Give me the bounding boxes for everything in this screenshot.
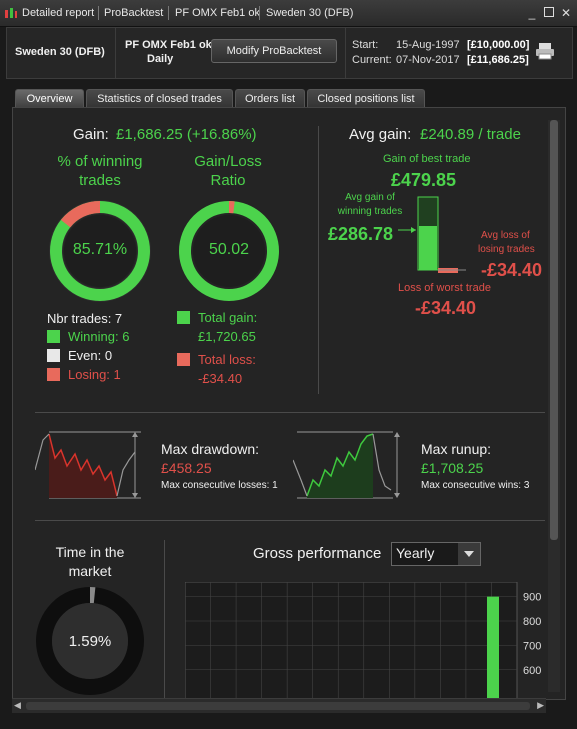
y-tick-label: 600 [523,665,541,677]
vertical-scroll-thumb[interactable] [550,120,558,540]
losing-count: Losing: 1 [68,367,121,382]
chevron-down-icon[interactable] [458,543,480,565]
time-market-title-1: Time in the [55,544,125,560]
tab-orders-list[interactable]: Orders list [235,89,305,108]
total-loss-label: Total loss: [198,352,256,367]
strategy-timeframe: Daily [147,53,174,65]
chart-plot-area [185,582,518,699]
title-strategy: PF OMX Feb1 ok [175,7,260,19]
losing-swatch [47,368,60,381]
gross-bar[interactable] [487,596,499,699]
modify-probacktest-button[interactable]: Modify ProBacktest [211,39,337,63]
trade-range-bar [398,196,466,273]
winning-donut [49,200,151,302]
app-chart-icon [4,6,18,20]
horizontal-scrollbar[interactable]: ◀ ▶ [12,698,546,713]
y-tick-label: 800 [523,616,541,628]
runup-chart [293,431,400,499]
minimize-icon[interactable]: _ [528,6,536,20]
period-select-value: Yearly [396,545,435,561]
drawdown-chart [35,431,141,499]
window-title-bar: Detailed report ProBacktest PF OMX Feb1 … [0,0,577,27]
instrument-cell: Sweden 30 (DFB) [7,28,116,78]
tab-overview[interactable]: Overview [15,89,84,108]
avg-winning-label-1: Avg gain of [345,192,395,203]
avg-gain-label: Avg gain: [349,126,412,143]
printer-icon[interactable] [535,42,555,65]
start-value: [£10,000.00] [467,39,530,51]
tab-statistics[interactable]: Statistics of closed trades [86,89,233,108]
scroll-right-icon[interactable]: ▶ [537,700,544,710]
ratio-title-1: Gain/Loss [194,153,262,170]
max-drawdown-label: Max drawdown: [161,441,260,457]
scroll-left-icon[interactable]: ◀ [14,700,21,710]
avg-winning-value: £286.78 [328,224,394,244]
winning-count: Winning: 6 [68,329,130,344]
max-consec-losses: Max consecutive losses: 1 [161,480,278,491]
max-runup-value: £1,708.25 [421,460,484,476]
y-tick-label: 900 [523,592,541,604]
max-drawdown-value: £458.25 [161,460,212,476]
ratio-donut [179,201,279,301]
total-gain-label: Total gain: [198,310,258,325]
max-runup-label: Max runup: [421,441,492,457]
ratio-value: 50.02 [208,241,250,258]
tab-closed-positions[interactable]: Closed positions list [307,89,425,108]
time-market-value: 1.59% [68,633,112,650]
winning-pct: 85.71% [72,241,128,258]
strategy-name: PF OMX Feb1 ok [125,39,212,51]
even-count: Even: 0 [68,348,113,363]
total-gain-swatch [177,311,190,324]
time-market-donut [36,587,144,695]
avg-losing-value: -£34.40 [481,260,543,280]
gain-value: £1,686.25 (+16.86%) [116,126,257,143]
gross-perf-label: Gross performance [253,545,382,562]
current-label: Current: [352,54,392,66]
avg-winning-label-2: winning trades [337,206,403,217]
current-date: 07-Nov-2017 [396,54,460,66]
worst-trade-label: Loss of worst trade [398,282,491,294]
max-consec-wins: Max consecutive wins: 3 [421,480,530,491]
y-tick-label: 700 [523,640,541,652]
nbr-trades: Nbr trades: 7 [47,311,123,326]
title-probacktest: ProBacktest [104,7,164,19]
avg-losing-label-1: Avg loss of [481,230,530,241]
report-header: Sweden 30 (DFB) PF OMX Feb1 ok Daily Mod… [6,27,573,79]
total-gain-value: £1,720.65 [198,329,256,344]
instrument-name: Sweden 30 (DFB) [15,46,105,58]
winning-swatch [47,330,60,343]
start-label: Start: [352,39,379,51]
period-select[interactable]: Yearly [391,542,481,566]
avg-losing-label-2: losing trades [478,244,535,255]
total-loss-swatch [177,353,190,366]
horizontal-scroll-thumb[interactable] [26,702,530,710]
best-trade-value: £479.85 [391,170,457,190]
time-market-title-2: market [68,563,112,579]
worst-trade-value: -£34.40 [415,298,477,318]
strategy-cell: PF OMX Feb1 ok Daily Modify ProBacktest [115,28,346,78]
ratio-title-2: Ratio [210,172,246,189]
avg-gain-value: £240.89 / trade [420,126,521,143]
winning-title-2: trades [79,172,121,189]
maximize-icon[interactable] [543,7,555,19]
overview-panel: Gain: £1,686.25 (+16.86%) % of winning t… [12,107,566,700]
close-icon[interactable]: ✕ [560,6,572,20]
vertical-scrollbar[interactable] [548,120,560,692]
title-detailed-report: Detailed report [22,7,95,19]
winning-title-1: % of winning [57,153,143,170]
even-swatch [47,349,60,362]
gain-label: Gain: [73,126,109,143]
current-value: [£11,686.25] [467,54,529,66]
title-instrument: Sweden 30 (DFB) [266,7,354,19]
start-date: 15-Aug-1997 [396,39,460,51]
gross-performance-chart: 900 800 700 600 [185,582,541,699]
total-loss-value: -£34.40 [198,371,243,386]
best-trade-label: Gain of best trade [383,153,471,165]
